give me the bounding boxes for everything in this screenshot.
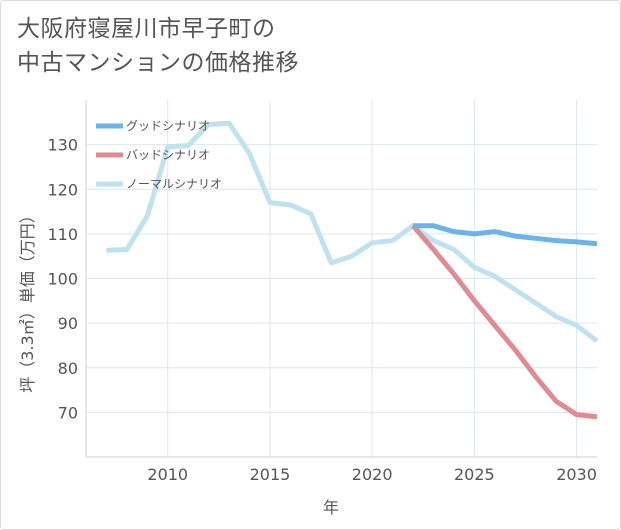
y-tick-label-110: 110 [47, 225, 78, 244]
good-scenario-line [413, 223, 598, 247]
x-tick-label-2010: 2010 [147, 465, 188, 484]
chart-title-line2: 中古マンションの価格推移 [17, 50, 299, 76]
y-tick-label-90: 90 [58, 314, 78, 333]
grid [86, 100, 597, 457]
axes: 2010 2015 2020 2025 2030 70 80 90 100 110 120 130 [47, 100, 597, 484]
legend-label-normal-scenario: ノーマルシナリオ [126, 177, 222, 191]
y-tick-label-130: 130 [47, 136, 78, 155]
x-tick-label-2025: 2025 [454, 465, 495, 484]
y-tick-label-100: 100 [47, 270, 78, 289]
chart-title: 大阪府寝屋川市早子町の 中古マンションの価格推移 [17, 12, 299, 80]
series-layer [106, 120, 599, 420]
x-tick-label-2020: 2020 [352, 465, 393, 484]
x-tick-label-2030: 2030 [556, 465, 597, 484]
chart-title-line1: 大阪府寝屋川市早子町の [17, 16, 276, 42]
y-tick-label-120: 120 [47, 180, 78, 199]
x-tick-label-2015: 2015 [250, 465, 291, 484]
normal-scenario-line [106, 120, 599, 343]
y-tick-label-80: 80 [58, 359, 78, 378]
y-axis-label: 坪（3.3㎡）単価（万円） [18, 207, 37, 392]
legend-label-good-scenario: グッドシナリオ [126, 119, 210, 133]
bad-scenario-line [411, 224, 598, 420]
legend-label-bad-scenario: バッドシナリオ [126, 148, 210, 162]
y-tick-label-70: 70 [58, 403, 78, 422]
x-axis-label: 年 [323, 498, 339, 517]
